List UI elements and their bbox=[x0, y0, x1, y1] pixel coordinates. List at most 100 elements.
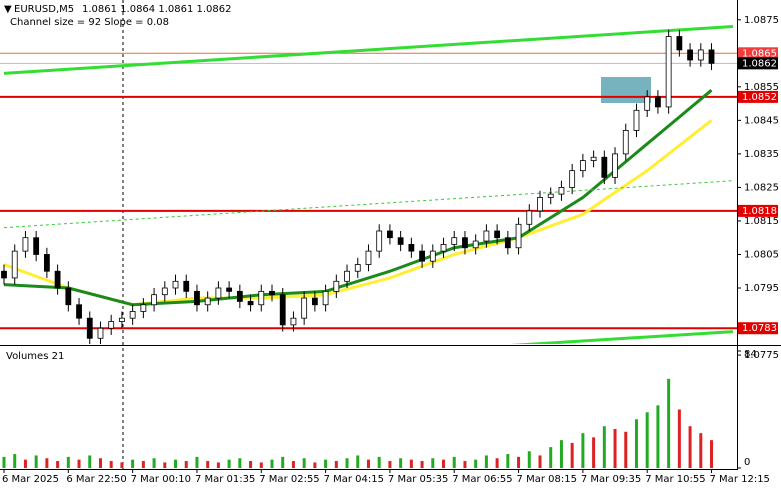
candle-body bbox=[65, 287, 72, 306]
volume-bar bbox=[559, 440, 563, 468]
volume-bar bbox=[249, 461, 253, 468]
volume-bar bbox=[645, 412, 649, 468]
level-label-box bbox=[738, 57, 778, 70]
y-tick-label: 1.0835 bbox=[744, 149, 779, 160]
candle-body bbox=[655, 96, 661, 108]
candle-body bbox=[236, 290, 243, 302]
candle-body bbox=[451, 237, 458, 245]
level-label: 1.0852 bbox=[742, 92, 777, 103]
candle-body bbox=[290, 317, 297, 326]
candle-body bbox=[322, 290, 329, 306]
y-tick-label: 1.0875 bbox=[744, 15, 779, 26]
candle-body bbox=[558, 187, 565, 195]
volume-bar bbox=[452, 456, 456, 468]
volume-bar bbox=[77, 459, 81, 468]
candle-body bbox=[708, 49, 715, 64]
candle-body bbox=[365, 250, 372, 265]
candle-body bbox=[354, 264, 361, 272]
volume-bar bbox=[399, 458, 403, 468]
volume-bar bbox=[324, 459, 328, 468]
candle-body bbox=[515, 223, 522, 249]
volume-bar bbox=[474, 459, 478, 468]
x-tick-label: 7 Mar 08:15 bbox=[517, 474, 577, 485]
candle-body bbox=[590, 156, 597, 161]
volume-bar bbox=[667, 378, 671, 468]
volume-bar bbox=[495, 458, 499, 468]
candle-body bbox=[676, 36, 683, 51]
symbol-marker: ▼ bbox=[4, 4, 12, 15]
volume-bar bbox=[656, 405, 660, 468]
volume-bar bbox=[517, 456, 521, 468]
candle-body bbox=[472, 240, 479, 249]
indicator-line bbox=[510, 330, 734, 344]
volume-bar bbox=[23, 459, 27, 468]
volume-bar bbox=[677, 409, 681, 468]
level-label-box bbox=[738, 90, 778, 103]
candle-body bbox=[172, 280, 179, 289]
candle-body bbox=[108, 321, 115, 329]
candle-body bbox=[140, 304, 147, 312]
volume-bar bbox=[345, 458, 349, 468]
candle-body bbox=[494, 230, 501, 239]
candle-body bbox=[301, 297, 308, 319]
candle-body bbox=[119, 317, 125, 322]
candle-body bbox=[633, 109, 640, 131]
volume-bar bbox=[699, 433, 703, 468]
price-pane bbox=[0, 24, 737, 344]
volume-bar bbox=[581, 433, 585, 468]
volume-bar bbox=[13, 454, 17, 468]
candle-body bbox=[569, 170, 576, 188]
x-tick-label: 7 Mar 01:35 bbox=[195, 474, 255, 485]
x-tick-label: 7 Mar 04:15 bbox=[324, 474, 384, 485]
y-tick-label: 1.0845 bbox=[744, 115, 779, 126]
highlight-box bbox=[601, 77, 651, 103]
volume-bar bbox=[45, 458, 49, 468]
candle-body bbox=[247, 301, 254, 306]
candle-body bbox=[504, 237, 511, 249]
volume-bar bbox=[131, 459, 135, 468]
candle-body bbox=[547, 193, 554, 198]
volume-bar bbox=[634, 419, 638, 468]
x-tick-label: 7 Mar 10:55 bbox=[645, 474, 705, 485]
volume-title: Volumes 21 bbox=[6, 351, 64, 362]
y-tick-label: 1.0775 bbox=[744, 350, 779, 361]
volume-bar bbox=[163, 462, 167, 468]
candle-body bbox=[376, 230, 383, 252]
x-tick-label: 7 Mar 12:15 bbox=[710, 474, 770, 485]
x-tick-label: 6 Mar 2025 bbox=[2, 474, 59, 485]
candle-body bbox=[622, 130, 629, 155]
candle-body bbox=[387, 230, 393, 239]
volume-bar bbox=[506, 454, 510, 468]
candle-body bbox=[526, 210, 533, 225]
indicator-line bbox=[3, 24, 734, 75]
axes: 1.08751.08551.08451.08351.08251.08151.08… bbox=[2, 15, 779, 485]
volume-bar bbox=[420, 461, 424, 468]
candle-body bbox=[601, 156, 608, 178]
candle-body bbox=[419, 250, 425, 262]
candle-body bbox=[161, 287, 168, 296]
candle-body bbox=[226, 287, 233, 292]
volume-bar bbox=[409, 459, 413, 468]
candle-body bbox=[76, 304, 82, 319]
candle-body bbox=[33, 237, 40, 255]
candle-body bbox=[151, 294, 157, 306]
candle-body bbox=[429, 250, 436, 262]
candle-body bbox=[344, 270, 350, 282]
volume-bar bbox=[216, 462, 220, 468]
volume-tick-label: 0 bbox=[744, 457, 750, 468]
volume-bar bbox=[442, 459, 446, 468]
volume-bar bbox=[195, 456, 199, 468]
x-tick-label: 7 Mar 00:10 bbox=[131, 474, 191, 485]
candle-body bbox=[333, 280, 340, 292]
y-tick-label: 1.0855 bbox=[744, 82, 779, 93]
volume-bar bbox=[356, 455, 360, 468]
level-label: 1.0818 bbox=[742, 206, 777, 217]
candle-body bbox=[665, 36, 672, 108]
volume-bar bbox=[549, 447, 553, 468]
candle-body bbox=[43, 254, 50, 272]
volume-bar bbox=[592, 437, 596, 468]
candle-body bbox=[462, 237, 468, 249]
volume-bar bbox=[334, 461, 338, 468]
